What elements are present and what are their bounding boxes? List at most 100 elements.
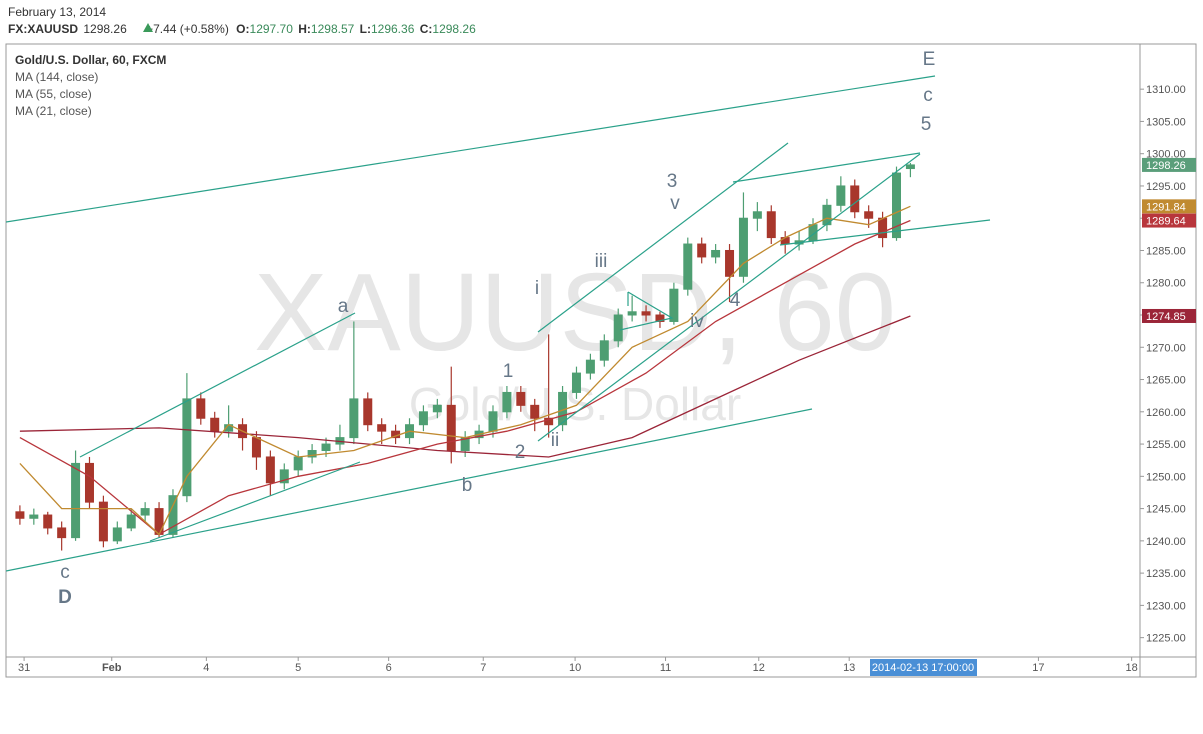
price-tag <box>1142 199 1196 214</box>
ohlc-label: L: <box>360 22 371 36</box>
y-tick-label: 1245.00 <box>1146 504 1186 516</box>
candle-body <box>29 514 39 519</box>
price-tag <box>1142 157 1196 172</box>
candle-body <box>864 211 874 219</box>
candle-body <box>516 391 526 406</box>
y-tick-label: 1280.00 <box>1146 278 1186 290</box>
y-tick-label: 1265.00 <box>1146 375 1186 387</box>
candle-body <box>878 217 888 239</box>
wave-label: ii <box>551 430 559 451</box>
price-tag-label: 1274.85 <box>1146 311 1186 323</box>
wave-label: i <box>535 278 539 299</box>
trend-line <box>6 408 813 572</box>
trend-line <box>732 152 921 183</box>
price-tag <box>1142 213 1196 228</box>
wave-label: 3 <box>667 171 678 192</box>
x-tick-label: 5 <box>295 662 301 674</box>
ohlc-value: 1296.36 <box>371 22 415 36</box>
price-tag-label: 1298.26 <box>1146 160 1186 172</box>
candle-body <box>711 249 721 258</box>
candle-body <box>599 340 609 361</box>
trend-line <box>6 75 936 223</box>
x-axis: 31 Feb 4 5 6 7 10 11 12 13 17 18 <box>18 657 1138 674</box>
y-tick-label: 1310.00 <box>1146 84 1186 96</box>
y-tick-label: 1260.00 <box>1146 407 1186 419</box>
candle-body <box>293 456 303 471</box>
candle-body <box>265 456 275 484</box>
wave-label: E <box>923 49 936 70</box>
candle-body <box>84 462 94 503</box>
quote-line: FX:XAUUSD 1298.26 +7.44 (+0.58%) O:1297.… <box>8 22 476 36</box>
candle-body <box>154 508 164 535</box>
wave-label: 4 <box>730 290 741 311</box>
candle-body <box>307 450 317 458</box>
candle-body <box>488 411 498 432</box>
candle-body <box>15 511 25 519</box>
candle-body <box>530 404 540 419</box>
candle-body <box>738 217 748 277</box>
candle-body <box>585 359 595 374</box>
candle-body <box>905 164 915 170</box>
x-tick-label: 17 <box>1032 662 1044 674</box>
y-tick-label: 1270.00 <box>1146 342 1186 354</box>
x-tick-label: 18 <box>1126 662 1138 674</box>
candle-body <box>683 243 693 290</box>
ma-line <box>19 315 911 458</box>
candle-body <box>57 527 67 539</box>
trend-line <box>537 142 789 333</box>
time-label-box <box>870 659 977 676</box>
candle-body <box>697 243 707 258</box>
x-tick-label: 6 <box>386 662 392 674</box>
x-tick-label: 13 <box>843 662 855 674</box>
trend-line <box>537 153 921 442</box>
price-tag <box>1142 308 1196 323</box>
x-tick-label: 7 <box>480 662 486 674</box>
candle-body <box>126 514 136 529</box>
candle-body <box>349 398 359 439</box>
legend-entry: MA (144, close) <box>15 70 98 84</box>
candle-body <box>418 411 428 426</box>
candle-body <box>43 514 53 529</box>
drawings <box>6 75 991 572</box>
wave-label: b <box>462 475 473 496</box>
wave-labels: a b c D E c 5 1 2 3 4 i ii iii iv v <box>58 49 935 608</box>
y-tick-label: 1225.00 <box>1146 633 1186 645</box>
ohlc-label: O: <box>236 22 249 36</box>
symbol: FX:XAUUSD <box>8 22 78 36</box>
candle-body <box>641 311 651 316</box>
watermark: XAUUSD, 60 <box>254 251 896 374</box>
y-tick-label: 1255.00 <box>1146 439 1186 451</box>
wave-label: 5 <box>921 114 932 135</box>
ohlc-value: 1297.70 <box>250 22 294 36</box>
wave-label: 1 <box>503 361 514 382</box>
candle-body <box>780 237 790 245</box>
candle-body <box>766 211 776 239</box>
candle-body <box>655 314 665 322</box>
candle-body <box>377 424 387 432</box>
last-price: 1298.26 <box>83 22 127 36</box>
wave-label: D <box>58 587 72 608</box>
wave-label: c <box>923 85 933 106</box>
date: February 13, 2014 <box>8 5 106 19</box>
time-label: 2014-02-13 17:00:00 <box>872 662 974 674</box>
wave-label: 2 <box>515 442 526 463</box>
candle-body <box>571 372 581 393</box>
candle-body <box>725 249 735 277</box>
x-tick-label: 31 <box>18 662 30 674</box>
candle-body <box>140 508 150 516</box>
candle-body <box>432 404 442 413</box>
legend-entry: MA (21, close) <box>15 104 92 118</box>
ma-line <box>19 205 911 536</box>
candle-body <box>112 527 122 542</box>
candle-body <box>321 443 331 452</box>
candle-body <box>502 391 512 413</box>
candle-body <box>822 204 832 226</box>
y-tick-label: 1230.00 <box>1146 600 1186 612</box>
y-tick-label: 1300.00 <box>1146 149 1186 161</box>
candle-body <box>196 398 206 419</box>
ohlc-value: 1298.26 <box>432 22 476 36</box>
x-tick-label: Feb <box>102 662 122 674</box>
price-tag-label: 1291.84 <box>1146 201 1186 213</box>
